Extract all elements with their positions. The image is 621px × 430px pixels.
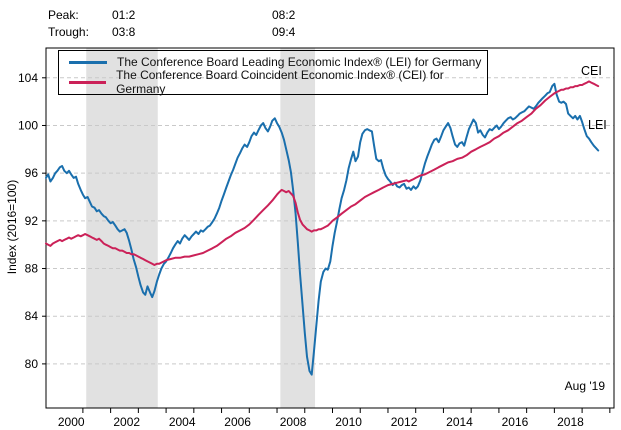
y-tick-label-104: 104 (18, 71, 38, 85)
y-tick-label-88: 88 (25, 262, 39, 276)
lei-line (45, 82, 600, 376)
x-axis-label-2014: 2014 (446, 415, 473, 429)
y-tick-label-96: 96 (25, 166, 39, 180)
recession-band-1 (86, 48, 158, 408)
x-axis-label-2002: 2002 (113, 415, 140, 429)
legend-item-cei: The Conference Board Coincident Economic… (69, 68, 487, 96)
x-axis-label-2008: 2008 (280, 415, 307, 429)
trough-row-label: Trough: (48, 25, 89, 39)
last-data-point-label: Aug '19 (564, 379, 605, 393)
legend-label-cei: The Conference Board Coincident Economic… (116, 68, 444, 96)
cei-line-swatch (69, 80, 107, 84)
x-axis-label-2012: 2012 (391, 415, 418, 429)
y-tick-label-80: 80 (25, 357, 39, 371)
plot-border (45, 47, 615, 409)
y-tick-label-84: 84 (25, 309, 39, 323)
y-tick-label-100: 100 (18, 118, 38, 132)
x-axis-label-2016: 2016 (502, 415, 529, 429)
recession1-trough: 03:8 (112, 25, 136, 39)
y-axis-title: Index (2016=100) (5, 179, 19, 275)
x-axis-label-2004: 2004 (169, 415, 196, 429)
peak-row-label: Peak: (48, 8, 79, 22)
cei-end-tag: CEI (581, 64, 602, 78)
legend-label-lei: The Conference Board Leading Economic In… (117, 55, 482, 69)
x-axis-label-2018: 2018 (557, 415, 584, 429)
recession2-trough: 09:4 (272, 25, 296, 39)
lei-end-tag: LEI (588, 118, 607, 132)
x-axis-label-2006: 2006 (224, 415, 251, 429)
legend-item-lei: The Conference Board Leading Economic In… (69, 52, 481, 72)
y-tick-label-92: 92 (25, 214, 39, 228)
recession1-peak: 01:2 (112, 8, 136, 22)
x-axis-label-2010: 2010 (335, 415, 362, 429)
recession2-peak: 08:2 (272, 8, 296, 22)
lei-line-swatch (69, 60, 107, 64)
x-axis-label-2000: 2000 (58, 415, 85, 429)
cei-line (45, 80, 600, 266)
legend: The Conference Board Leading Economic In… (58, 50, 488, 96)
